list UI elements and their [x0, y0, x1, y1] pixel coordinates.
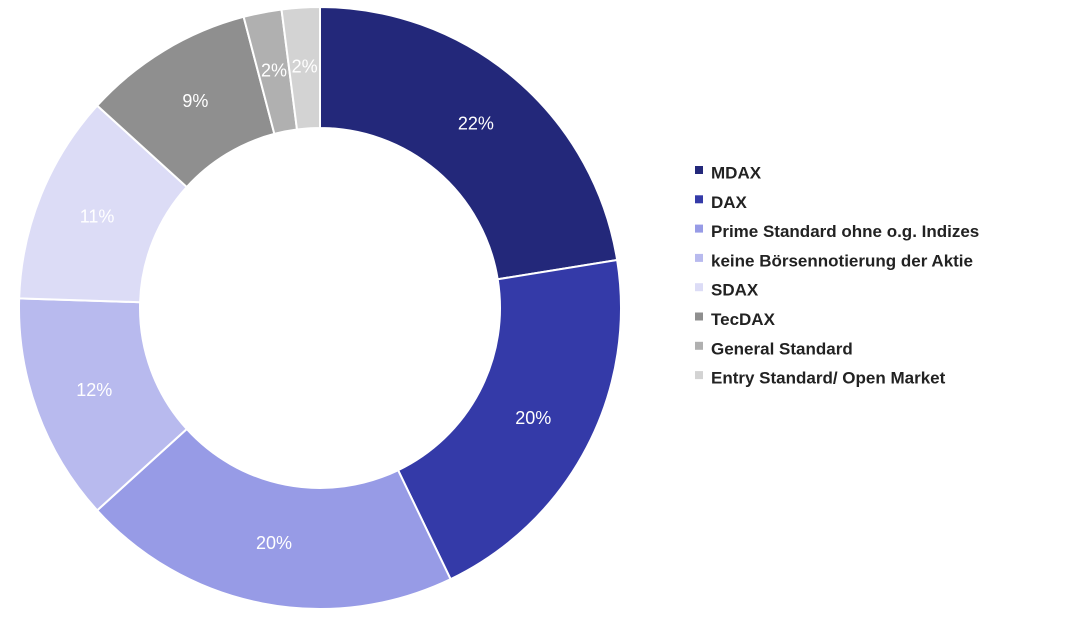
data-label: 11% [80, 206, 115, 226]
data-label: 12% [76, 380, 112, 400]
legend-swatch [695, 224, 703, 233]
legend-label: DAX [711, 193, 748, 212]
legend-label: SDAX [711, 281, 759, 300]
data-label: 20% [515, 408, 551, 428]
legend-swatch [695, 312, 703, 321]
donut-slice [319, 5, 619, 281]
legend-swatch [695, 195, 703, 204]
legend-swatch [695, 253, 703, 262]
legend-label: Entry Standard/ Open Market [711, 369, 946, 388]
legend-swatch [695, 283, 703, 292]
legend-label: keine Börsennotierung der Aktie [711, 251, 973, 270]
donut-slice [95, 427, 452, 610]
data-label: 2% [292, 57, 318, 77]
legend-label: General Standard [711, 339, 853, 358]
donut-slice [396, 258, 622, 581]
legend-swatch [695, 371, 703, 380]
data-label: 2% [261, 61, 287, 81]
data-label: 9% [182, 91, 208, 111]
legend-label: Prime Standard ohne o.g. Indizes [711, 222, 979, 241]
legend-swatch [695, 341, 703, 350]
legend-label: TecDAX [711, 310, 776, 329]
donut-slice [280, 5, 321, 131]
data-label: 20% [256, 533, 292, 553]
legend-swatch [695, 166, 703, 174]
legend-label: MDAX [711, 163, 762, 182]
data-label: 22% [458, 114, 494, 134]
